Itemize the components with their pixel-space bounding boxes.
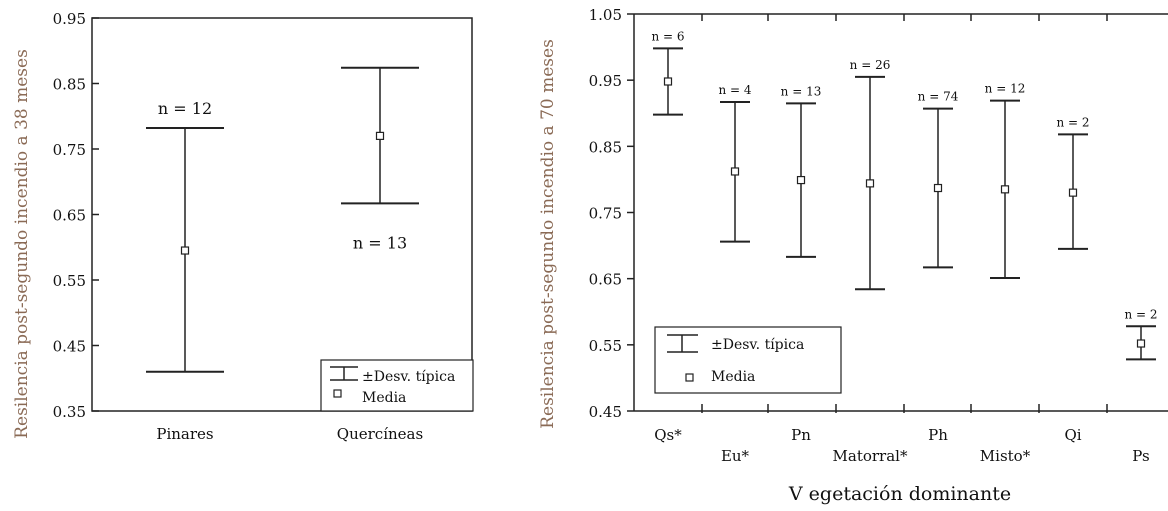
n-label: n = 13 xyxy=(353,233,407,252)
x-category-label: Misto* xyxy=(980,447,1031,465)
n-labels-right: n = 6 n = 4 n = 13 n = 26 n = 74 n = 12 n = 2 n… xyxy=(651,29,1157,321)
y-tick-label: 0.45 xyxy=(589,403,622,421)
n-label: n = 6 xyxy=(651,29,684,43)
mean-marker xyxy=(865,179,875,188)
n-label: n = 13 xyxy=(781,84,822,98)
x-category-label: Quercíneas xyxy=(337,425,423,443)
x-axis-label-right: V egetación dominante xyxy=(788,483,1011,505)
x-categories-right: Qs* Eu* Pn Matorral* Ph Misto* Qi Ps xyxy=(654,426,1149,465)
legend-left: ±Desv. típica Media xyxy=(320,359,474,412)
mean-marker xyxy=(180,246,190,255)
y-tick-label: 0.55 xyxy=(53,272,86,290)
mean-marker xyxy=(796,175,806,185)
y-tick-label: 0.45 xyxy=(53,338,86,356)
legend-label-sd: ±Desv. típica xyxy=(362,369,455,385)
x-category-label: Pinares xyxy=(156,425,213,443)
y-tick-label: 0.65 xyxy=(53,207,86,225)
mean-marker xyxy=(730,167,740,176)
y-tick-label: 0.75 xyxy=(53,141,86,159)
n-label: n = 12 xyxy=(985,82,1026,96)
n-label: n = 12 xyxy=(158,99,212,118)
x-category-label: Qs* xyxy=(654,426,682,444)
x-category-label: Ph xyxy=(928,426,948,444)
mean-marker xyxy=(1000,185,1010,194)
legend-box xyxy=(654,326,842,394)
legend-errorbar-symbol xyxy=(667,334,698,353)
y-axis-label-left: Resilencia post-segundo incendio a 38 me… xyxy=(12,49,32,439)
legend-box xyxy=(320,359,474,412)
y-tick-label: 0.35 xyxy=(53,403,86,421)
mean-marker xyxy=(1068,188,1078,197)
y-tick-label: 0.65 xyxy=(589,271,622,289)
x-category-label: Matorral* xyxy=(833,447,908,465)
plot-frame-left xyxy=(91,17,473,412)
legend-label-sd: ±Desv. típica xyxy=(711,337,804,353)
n-label: n = 74 xyxy=(918,90,959,104)
y-ticks-left: 0.35 0.45 0.55 0.65 0.75 0.85 0.95 xyxy=(53,10,99,421)
y-tick-label: 0.85 xyxy=(589,138,622,156)
x-categories-left: Pinares Quercíneas xyxy=(156,425,423,443)
legend-label-mean: Media xyxy=(362,390,406,406)
mean-marker xyxy=(375,131,385,140)
legend-mean-symbol xyxy=(685,373,694,382)
y-tick-label: 0.75 xyxy=(589,205,622,223)
mean-marker xyxy=(1136,339,1146,348)
y-tick-label: 0.95 xyxy=(53,10,86,28)
y-tick-label: 0.85 xyxy=(53,76,86,94)
mean-marker xyxy=(933,183,943,193)
legend-right: ±Desv. típica Media xyxy=(654,326,842,394)
mean-marker xyxy=(663,77,673,86)
error-bars-right xyxy=(653,47,1156,361)
n-label: n = 2 xyxy=(1124,307,1157,321)
x-category-label: Pn xyxy=(791,426,811,444)
legend-errorbar-symbol xyxy=(330,366,358,381)
n-label: n = 4 xyxy=(718,83,751,97)
chart-right: Resilencia post-segundo incendio a 70 me… xyxy=(538,6,1168,505)
y-axis-label-right: Resilencia post-segundo incendio a 70 me… xyxy=(538,39,558,429)
n-label: n = 2 xyxy=(1056,115,1089,129)
x-ticks-right xyxy=(701,14,1108,413)
n-label: n = 26 xyxy=(850,58,891,72)
x-category-label: Eu* xyxy=(721,447,750,465)
y-tick-label: 1.05 xyxy=(589,6,622,24)
x-category-label: Ps xyxy=(1132,447,1149,465)
chart-left: Resilencia post-segundo incendio a 38 me… xyxy=(12,10,474,443)
y-tick-label: 0.95 xyxy=(589,72,622,90)
legend-label-mean: Media xyxy=(711,369,755,385)
y-ticks-right: 0.45 0.55 0.65 0.75 0.85 0.95 1.05 xyxy=(589,6,634,421)
legend-mean-symbol xyxy=(333,389,342,398)
error-bars-left xyxy=(146,66,419,373)
x-category-label: Qi xyxy=(1064,426,1081,444)
y-tick-label: 0.55 xyxy=(589,337,622,355)
n-labels-left: n = 12 n = 13 xyxy=(158,99,407,252)
